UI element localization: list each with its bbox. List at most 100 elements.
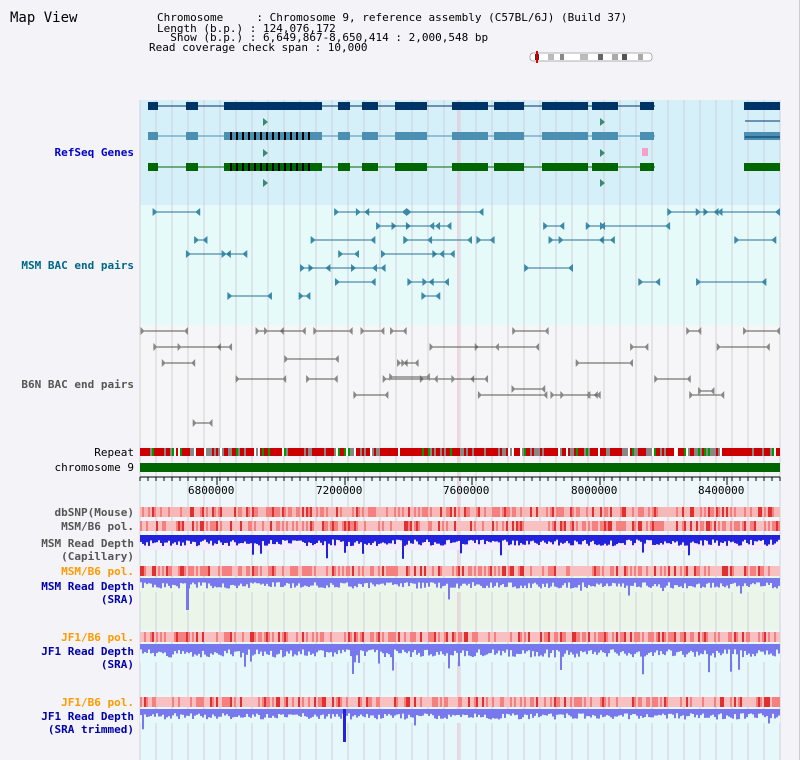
polymorphism-stripe — [220, 566, 222, 576]
repeat-segment — [564, 448, 566, 456]
read-depth-bar — [436, 644, 438, 653]
gene-strand-arrow — [600, 149, 605, 157]
polymorphism-stripe — [354, 507, 356, 517]
read-depth-bar — [480, 535, 482, 541]
polymorphism-stripe — [654, 521, 656, 531]
polymorphism-stripe — [464, 632, 466, 642]
polymorphism-stripe — [346, 632, 348, 642]
repeat-segment — [500, 448, 502, 456]
repeat-segment — [338, 448, 340, 456]
read-depth-bar — [722, 709, 724, 720]
polymorphism-stripe — [704, 566, 706, 576]
polymorphism-stripe — [528, 632, 530, 642]
polymorphism-stripe — [750, 521, 752, 531]
read-depth-bar — [250, 709, 252, 718]
polymorphism-stripe — [298, 507, 300, 517]
read-depth-bar — [766, 709, 768, 717]
read-depth-bar — [200, 644, 202, 658]
polymorphism-stripe — [336, 697, 338, 707]
read-depth-bar — [426, 644, 428, 650]
polymorphism-stripe — [620, 632, 622, 642]
read-depth-bar — [566, 644, 568, 651]
repeat-segment — [370, 448, 372, 456]
polymorphism-stripe — [778, 566, 780, 576]
read-depth-bar — [246, 644, 248, 655]
read-depth-bar — [380, 535, 382, 544]
polymorphism-stripe — [342, 697, 344, 707]
read-depth-bar — [506, 578, 508, 587]
polymorphism-stripe — [774, 521, 776, 531]
bac-end-marker — [425, 373, 430, 381]
bac-end-marker — [384, 391, 389, 399]
read-depth-bar — [160, 535, 162, 543]
polymorphism-stripe — [386, 521, 388, 531]
gene-exon-tick — [290, 132, 292, 140]
polymorphism-stripe — [172, 632, 174, 642]
repeat-segment — [434, 448, 436, 456]
polymorphism-stripe — [150, 566, 152, 576]
polymorphism-stripe — [288, 507, 290, 517]
repeat-segment — [240, 448, 242, 456]
polymorphism-stripe — [730, 521, 732, 531]
polymorphism-stripe — [198, 632, 200, 642]
polymorphism-stripe — [612, 507, 614, 517]
polymorphism-stripe — [174, 521, 176, 531]
polymorphism-stripe — [316, 507, 318, 517]
polymorphism-stripe — [690, 632, 692, 642]
read-depth-bar — [336, 709, 338, 715]
polymorphism-stripe — [520, 566, 522, 576]
read-depth-bar — [334, 709, 336, 717]
polymorphism-stripe — [480, 507, 482, 517]
polymorphism-stripe — [308, 697, 310, 707]
read-depth-bar — [684, 644, 686, 658]
polymorphism-stripe — [680, 632, 682, 642]
polymorphism-stripe — [486, 566, 488, 576]
polymorphism-stripe — [726, 507, 728, 517]
read-depth-bar — [408, 535, 410, 541]
read-depth-bar — [576, 644, 578, 654]
read-depth-bar — [362, 578, 364, 587]
polymorphism-stripe — [472, 697, 474, 707]
polymorphism-stripe — [584, 507, 586, 517]
read-depth-bar — [272, 644, 274, 657]
polymorphism-stripe — [360, 521, 362, 531]
polymorphism-stripe — [278, 566, 280, 576]
polymorphism-stripe — [422, 521, 424, 531]
polymorphism-stripe — [646, 507, 648, 517]
repeat-segment — [206, 448, 208, 456]
read-depth-bar — [574, 709, 576, 719]
polymorphism-stripe — [224, 507, 226, 517]
read-depth-bar — [222, 578, 224, 584]
read-depth-bar — [284, 535, 286, 541]
read-depth-bar — [172, 535, 174, 544]
polymorphism-stripe — [748, 632, 750, 642]
read-depth-bar — [308, 709, 310, 719]
repeat-segment — [226, 448, 228, 456]
polymorphism-stripe — [190, 507, 192, 517]
polymorphism-stripe — [204, 632, 206, 642]
polymorphism-stripe — [568, 632, 570, 642]
repeat-segment — [540, 448, 542, 456]
polymorphism-stripe — [192, 566, 194, 576]
read-depth-bar — [572, 535, 574, 546]
read-depth-bar — [404, 535, 406, 546]
repeat-segment — [716, 448, 718, 456]
polymorphism-stripe — [666, 521, 668, 531]
polymorphism-stripe — [382, 521, 384, 531]
read-depth-bar — [644, 578, 646, 583]
read-depth-bar — [582, 644, 584, 653]
polymorphism-stripe — [504, 521, 506, 531]
polymorphism-stripe — [214, 697, 216, 707]
repeat-segment — [162, 448, 164, 456]
read-depth-bar — [462, 578, 464, 584]
polymorphism-stripe — [658, 566, 660, 576]
repeat-segment — [288, 448, 290, 456]
read-depth-bar — [216, 578, 218, 588]
polymorphism-stripe — [284, 521, 286, 531]
polymorphism-stripe — [758, 507, 760, 517]
read-depth-bar — [426, 578, 428, 584]
polymorphism-stripe — [314, 632, 316, 642]
read-depth-bar — [532, 709, 534, 718]
read-depth-bar — [536, 535, 538, 544]
